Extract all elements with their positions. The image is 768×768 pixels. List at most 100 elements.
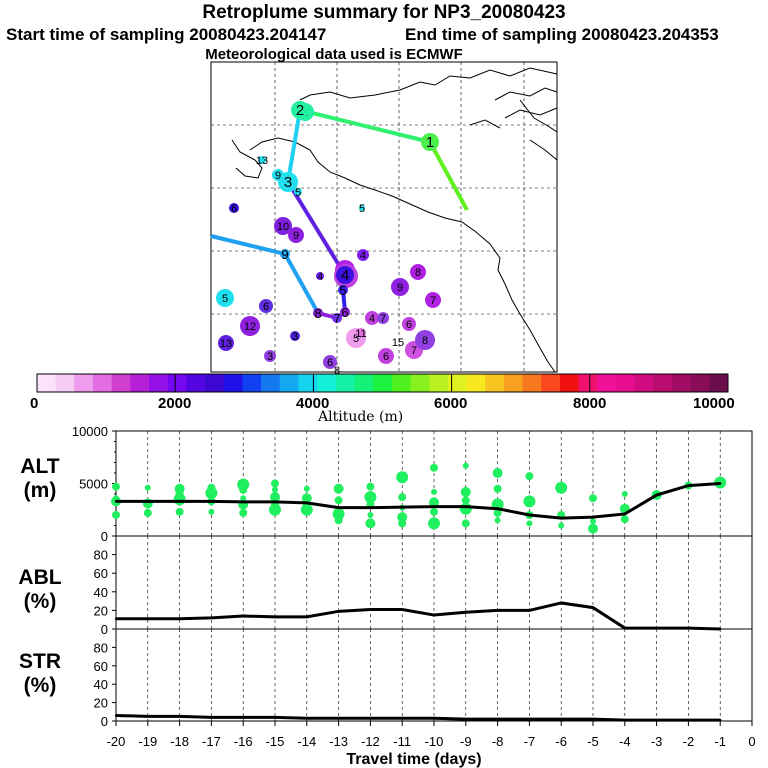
colorbar-cell (485, 374, 505, 392)
colorbar-cell (578, 374, 598, 392)
x-tick-label: -1 (714, 734, 726, 749)
alt-cluster-point (398, 519, 407, 528)
alt-point (242, 500, 245, 504)
alt-cluster-point (461, 519, 470, 528)
abl-point (401, 608, 404, 611)
plume-cluster-label: 6 (327, 357, 333, 369)
abl-series-line (116, 601, 721, 631)
trajectory-segment (428, 141, 469, 211)
plume-cluster-label: 8 (422, 335, 428, 347)
panel-abl: 0 20 40 60 80 (94, 535, 753, 637)
alt-cluster-point (173, 493, 186, 506)
trajectory-point-dot (280, 249, 290, 259)
abl-point (560, 601, 563, 605)
trajectory-point: 7 (332, 311, 342, 326)
str-point (114, 714, 118, 717)
alt-point (655, 493, 658, 497)
colorbar-cell (93, 374, 113, 392)
colorbar-cell (261, 374, 281, 392)
plume-cluster: 12 (240, 316, 260, 336)
str-point (401, 717, 404, 720)
plume-cluster-label: 11 (355, 328, 366, 340)
trajectory-segment (286, 180, 347, 277)
trajectory-point-label: 1 (426, 134, 434, 151)
plume-cluster-label: 9 (275, 170, 281, 182)
plume-cluster-label: 6 (263, 301, 269, 313)
y-tick-label: 0 (101, 529, 108, 544)
alt-cluster-point (239, 485, 248, 494)
colorbar-cell (653, 374, 673, 392)
abl-point (178, 617, 181, 620)
plume-cluster-label: 4 (317, 271, 323, 283)
colorbar-cell (559, 374, 580, 392)
plume-cluster-label: 7 (380, 313, 386, 325)
y-tick-label: 0 (101, 714, 108, 729)
alt-cluster-point (621, 491, 628, 497)
chart-title: Retroplume summary for NP3_20080423 (202, 2, 566, 23)
trajectory-point-label: 6 (341, 305, 348, 320)
alt-cluster-point (396, 471, 409, 484)
trajectory-segment (283, 253, 320, 314)
alt-cluster-point (431, 488, 437, 495)
trajectory-point: 6 (340, 305, 350, 320)
plume-cluster-dot (415, 330, 435, 350)
y-tick-label: 40 (94, 585, 108, 600)
plume-cluster-dot (365, 311, 379, 325)
plume-cluster-dot (391, 278, 409, 296)
alt-point (496, 507, 499, 510)
alt-point (591, 515, 595, 519)
plume-cluster: 6 (229, 203, 239, 215)
colorbar-cell (466, 374, 486, 392)
alt-point (464, 505, 467, 508)
colorbar-cell (37, 374, 57, 392)
alt-cluster-point (460, 486, 471, 497)
x-tick-label: -13 (329, 734, 348, 749)
alt-point (687, 484, 690, 487)
alt-cluster-point (430, 463, 438, 472)
alt-cluster-point (270, 492, 280, 503)
colorbar-cell (335, 374, 355, 392)
colorbar-cell (410, 374, 430, 392)
trajectory-map: 211395564109418975612133365114615766788 … (210, 61, 558, 375)
plume-cluster-label: 6 (406, 319, 412, 331)
abl-point (273, 615, 277, 619)
x-tick-label: -6 (555, 734, 567, 749)
alt-panel-label: ALT (m) (10, 455, 70, 503)
alt-point (401, 505, 404, 509)
alt-cluster-point (523, 495, 536, 508)
alt-cluster-point (428, 517, 440, 530)
plume-cluster-dot (240, 316, 260, 336)
trajectory-point-label: 5 (339, 283, 346, 298)
trajectory-point-label: 2 (296, 102, 304, 119)
plume-cluster-label: 10 (277, 221, 289, 233)
colorbar-cell (186, 374, 206, 392)
colorbar-cell (671, 374, 692, 392)
abl-point (146, 617, 149, 620)
x-tick-label: -16 (234, 734, 253, 749)
trajectory-point-dot (313, 308, 323, 318)
coastline-west (231, 139, 263, 179)
alt-cluster-point (558, 522, 565, 529)
x-tick-label: -9 (460, 734, 472, 749)
abl-point (591, 606, 595, 609)
alt-cluster-point (205, 486, 218, 499)
colorbar-tick-0: 0 (30, 395, 39, 412)
alt-point (528, 513, 531, 517)
colorbar-cell (167, 374, 187, 392)
x-tick-label: -5 (587, 734, 599, 749)
alt-cluster-point (365, 518, 376, 529)
colorbar-frame (36, 373, 729, 393)
y-tick-label: 80 (94, 640, 108, 655)
alt-point (114, 500, 118, 503)
alt-cluster-point (430, 507, 438, 516)
alt-cluster-point (588, 523, 598, 534)
trajectory-segment (299, 108, 431, 144)
plume-cluster: 4 (316, 271, 324, 283)
colorbar-cell (709, 374, 729, 392)
alt-cluster-point (272, 486, 278, 493)
x-tick-label: -10 (425, 734, 444, 749)
y-tick-label: 5000 (79, 477, 108, 492)
abl-point (305, 615, 308, 619)
panel-alt: 0 5000 10000 (72, 424, 753, 544)
plume-cluster: 13 (256, 155, 268, 167)
